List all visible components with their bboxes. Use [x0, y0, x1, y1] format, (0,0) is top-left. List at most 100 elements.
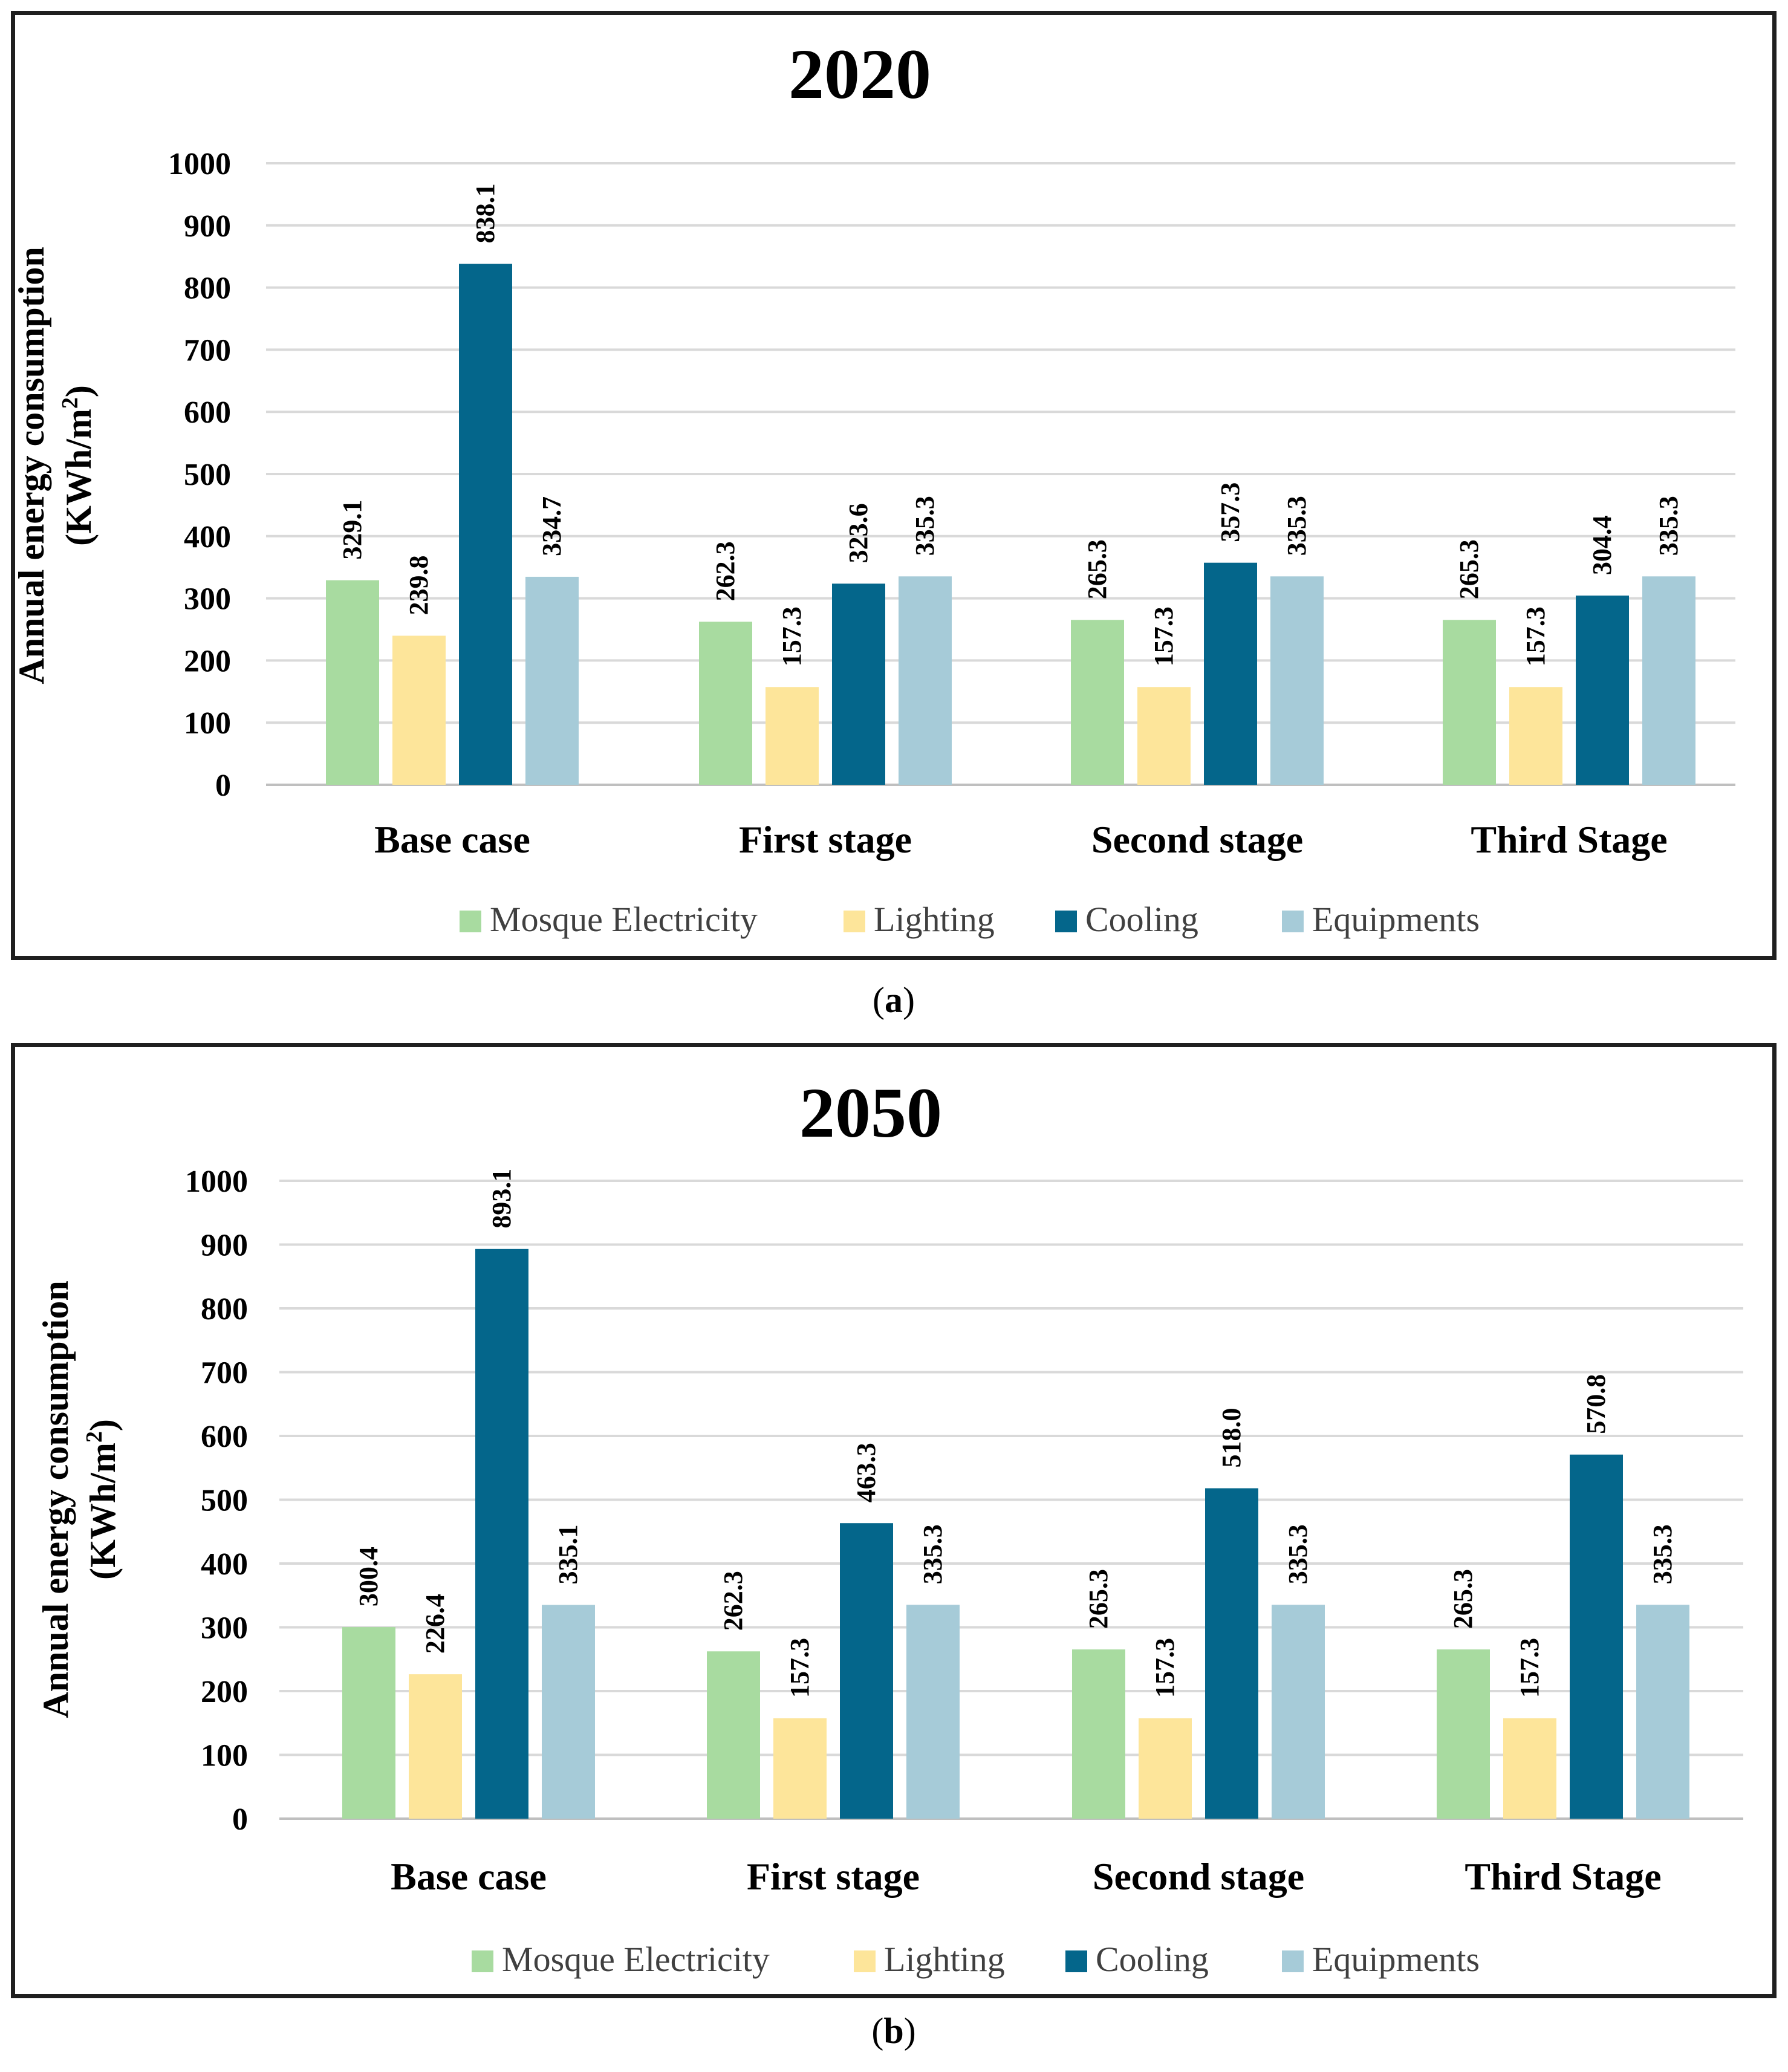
- legend-label: Lighting: [884, 1940, 1005, 1979]
- legend-label: Mosque Electricity: [502, 1940, 770, 1979]
- legend-swatch: [1282, 911, 1304, 932]
- data-label: 157.3: [1149, 606, 1178, 666]
- data-label: 323.6: [844, 503, 873, 563]
- y-tick-label: 800: [184, 271, 231, 306]
- bar: [773, 1718, 827, 1819]
- bar: [707, 1651, 760, 1819]
- bar: [542, 1605, 595, 1819]
- caption-b-letter: b: [883, 2011, 904, 2051]
- y-tick-label: 900: [184, 209, 231, 244]
- bar: [1071, 620, 1124, 785]
- caption-b: (b): [833, 2010, 954, 2052]
- bar: [1636, 1605, 1689, 1819]
- caption-a-close: ): [903, 980, 915, 1020]
- y-axis-unit-prefix: (KWh/m: [83, 1443, 123, 1580]
- x-category-label: Second stage: [1093, 1855, 1304, 1898]
- data-label: 226.4: [420, 1594, 450, 1654]
- data-label: 838.1: [470, 183, 500, 243]
- legend-label: Cooling: [1085, 900, 1198, 939]
- y-tick-label: 300: [184, 582, 231, 617]
- bar: [906, 1605, 960, 1819]
- bar: [1139, 1718, 1192, 1819]
- caption-a: (a): [833, 979, 954, 1021]
- chart-panel-2050: [11, 1043, 1777, 1998]
- y-axis-label-line2: (KWh/m2): [82, 1419, 123, 1580]
- y-tick-label: 100: [184, 706, 231, 741]
- caption-b-close: ): [903, 2011, 916, 2051]
- y-tick-label: 900: [201, 1229, 248, 1263]
- data-label: 265.3: [1082, 539, 1112, 599]
- caption-a-letter: a: [885, 980, 903, 1020]
- bar: [1570, 1454, 1623, 1819]
- legend-swatch: [472, 1950, 493, 1972]
- legend-swatch: [844, 911, 865, 932]
- bar: [1072, 1649, 1125, 1819]
- bar: [1576, 596, 1629, 785]
- data-labels: 300.4 226.4 893.1 335.1 262.3 157.3 463.3 335.3…: [354, 1169, 1677, 1698]
- chart-panel-2020: [11, 11, 1777, 960]
- y-tick-label: 300: [201, 1611, 248, 1646]
- y-tick-label: 500: [184, 458, 231, 492]
- y-axis-unit-suffix: ): [59, 385, 99, 397]
- bar: [525, 576, 579, 785]
- y-tick-label: 0: [215, 768, 231, 803]
- chart-title: 2050: [799, 1073, 942, 1152]
- legend-swatch: [1055, 911, 1077, 932]
- data-label: 335.3: [918, 1524, 948, 1584]
- y-axis-unit-superscript: 2: [82, 1431, 107, 1443]
- data-label: 265.3: [1084, 1569, 1113, 1629]
- y-axis-unit-prefix: (KWh/m: [59, 409, 99, 546]
- data-label: 300.4: [354, 1547, 383, 1606]
- chart-title: 2020: [788, 34, 931, 114]
- bar: [832, 583, 885, 785]
- x-category-label: First stage: [739, 818, 912, 861]
- legend-swatch: [1282, 1950, 1304, 1972]
- bar: [1642, 576, 1695, 785]
- data-label: 518.0: [1217, 1408, 1246, 1468]
- bar: [699, 622, 752, 785]
- data-label: 335.3: [910, 496, 940, 556]
- bar: [409, 1674, 462, 1819]
- x-category-label: Base case: [391, 1855, 547, 1898]
- data-label: 893.1: [487, 1169, 516, 1229]
- y-axis-label: Annual energy consumption (KWh/m2): [11, 247, 99, 684]
- data-label: 265.3: [1448, 1569, 1478, 1629]
- data-label: 157.3: [785, 1638, 814, 1698]
- bar: [1204, 562, 1257, 785]
- data-label: 329.1: [337, 500, 367, 560]
- y-axis-label-line2: (KWh/m2): [57, 385, 99, 546]
- bar: [475, 1249, 528, 1819]
- legend-label: Lighting: [874, 900, 995, 939]
- legend-label: Mosque Electricity: [490, 900, 758, 939]
- y-axis-label-line1: Annual energy consumption: [36, 1281, 76, 1718]
- data-label: 265.3: [1454, 539, 1484, 599]
- y-tick-label: 0: [232, 1802, 248, 1837]
- y-axis-ticks: 0 100 200 300 400 500 600 700 800 900 1000: [185, 1164, 248, 1837]
- bar: [326, 580, 379, 785]
- bar: [342, 1627, 395, 1819]
- data-label: 335.1: [553, 1524, 583, 1584]
- legend: Mosque Electricity Lighting Cooling Equipme…: [460, 900, 1480, 939]
- bar: [1503, 1718, 1556, 1819]
- data-label: 335.3: [1654, 496, 1683, 556]
- data-label: 262.3: [718, 1571, 748, 1631]
- x-category-label: Base case: [374, 818, 530, 861]
- y-axis-unit-superscript: 2: [57, 397, 83, 409]
- data-label: 335.3: [1283, 1524, 1313, 1584]
- data-label: 157.3: [777, 606, 807, 666]
- bars: [342, 1249, 1689, 1819]
- y-tick-label: 400: [184, 520, 231, 554]
- chart-2020: 2020 0 100 200 300 400 500 600 700 800 900 1000 Annu…: [11, 34, 1735, 939]
- bar: [1272, 1605, 1325, 1819]
- y-tick-label: 500: [201, 1484, 248, 1518]
- legend-swatch: [1065, 1950, 1087, 1972]
- caption-a-open: (: [873, 980, 885, 1020]
- legend: Mosque Electricity Lighting Cooling Equipme…: [472, 1940, 1480, 1979]
- legend-label: Cooling: [1096, 1940, 1209, 1979]
- legend-label: Equipments: [1312, 900, 1480, 939]
- y-tick-label: 400: [201, 1547, 248, 1582]
- x-category-label: Third Stage: [1465, 1855, 1661, 1898]
- x-category-label: First stage: [747, 1855, 920, 1898]
- legend-swatch: [460, 911, 481, 932]
